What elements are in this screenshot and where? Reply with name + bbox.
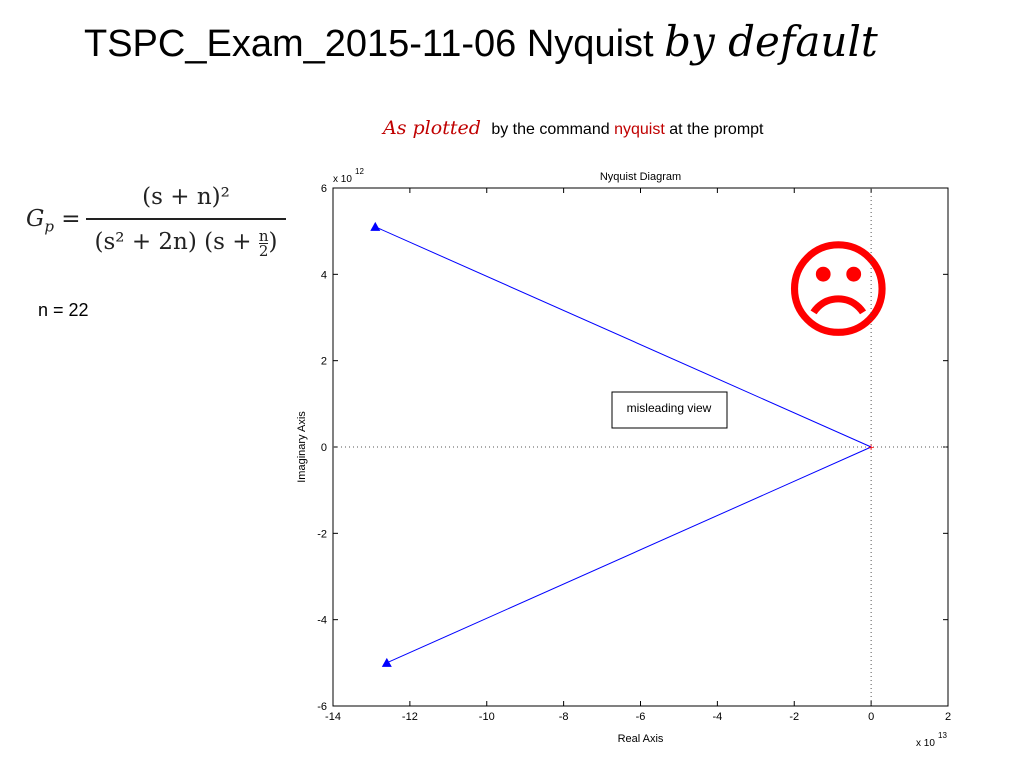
subtitle-pre: by the command: [491, 121, 610, 138]
x-tick-label: -2: [789, 711, 799, 723]
y-tick-label: -2: [317, 528, 327, 540]
formula-numerator: (s + n)²: [142, 184, 230, 210]
direction-arrow-marker: [381, 657, 392, 667]
x-axis-label: Real Axis: [618, 733, 664, 745]
x-tick-label: 0: [868, 711, 874, 723]
annotation-box: [611, 391, 728, 429]
x-tick-label: -12: [402, 711, 418, 723]
subtitle-command: nyquist: [614, 121, 665, 138]
x-tick-label: -4: [712, 711, 722, 723]
subtitle: As plotted by the command nyquist at the…: [383, 116, 764, 142]
y-exponent-power: 12: [355, 167, 364, 176]
y-tick-label: -6: [317, 701, 327, 713]
x-exponent-power: 13: [938, 731, 947, 740]
nyquist-chart: Nyquist Diagram -14 -12 -10 -8 -6 -4 -2 0 2 -6 -4 -2…: [296, 167, 951, 749]
formula-denominator: (s² + 2n) (s + n 2): [86, 222, 286, 262]
x-tick-label: -10: [479, 711, 495, 723]
y-exponent-base: x 10: [333, 174, 352, 185]
sad-face-icon: ☹: [782, 229, 895, 354]
formula-fraction: (s + n)² (s² + 2n) (s + n 2): [86, 178, 286, 262]
x-tick-label: -8: [559, 711, 569, 723]
x-tick-label: -6: [636, 711, 646, 723]
x-tick-label: -14: [325, 711, 341, 723]
formula-denominator-close: ): [268, 229, 278, 255]
chart-title: Nyquist Diagram: [600, 171, 681, 183]
subtitle-post: at the prompt: [669, 121, 764, 138]
formula-denominator-part1: (s² + 2n): [94, 229, 197, 255]
subtitle-script: As plotted: [383, 117, 481, 139]
annotation-text: misleading view: [627, 401, 712, 415]
formula-denominator-open: (s +: [204, 229, 252, 255]
formula-fraction-bar: [86, 218, 286, 220]
transfer-function-formula: Gp = (s + n)² (s² + 2n) (s + n 2): [24, 178, 294, 270]
y-tick-label: 0: [321, 442, 327, 454]
nyquist-branch: [375, 226, 872, 448]
n-value-label: n = 22: [38, 300, 89, 320]
x-tick-label: 2: [945, 711, 951, 723]
formula-mini-denominator: 2: [258, 241, 269, 260]
formula-mini-numerator: n: [258, 226, 269, 245]
formula-lhs: Gp =: [26, 206, 81, 236]
y-tick-label: 4: [321, 269, 327, 281]
y-axis-label: Imaginary Axis: [296, 411, 308, 483]
formula-lhs-symbol: G: [26, 206, 45, 232]
y-tick-label: 2: [321, 356, 327, 368]
formula-lhs-subscript: p: [44, 217, 54, 236]
x-exponent-base: x 10: [916, 738, 935, 749]
title-main: TSPC_Exam_2015-11-06 Nyquist: [84, 23, 654, 65]
title-script: by default: [664, 17, 878, 66]
direction-arrow-marker: [370, 221, 381, 231]
y-tick-label: 6: [321, 183, 327, 195]
origin-marker: +: [868, 442, 874, 454]
slide-title: TSPC_Exam_2015-11-06 Nyquist by default: [84, 14, 878, 72]
nyquist-branch: [386, 446, 872, 664]
y-tick-label: -4: [317, 615, 327, 627]
